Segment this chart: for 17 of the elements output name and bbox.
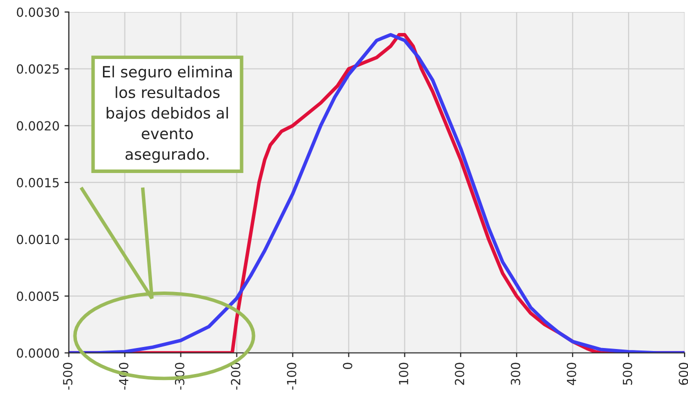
y-tick-label: 0.0030 — [16, 8, 59, 17]
x-tick-label: -500 — [62, 362, 72, 390]
x-tick-label: 500 — [622, 362, 632, 385]
y-tick-label: 0.0020 — [16, 121, 59, 131]
y-tick-label: 0.0015 — [16, 178, 59, 188]
y-tick-label: 0.0000 — [16, 348, 59, 358]
annotation: El seguro elimina los resultados bajos debidos al evento asegurado. — [102, 66, 232, 163]
x-tick-label: -100 — [286, 362, 296, 390]
x-tick-label: 100 — [398, 362, 408, 384]
x-tick-label: 600 — [678, 362, 688, 385]
x-tick-label: 400 — [566, 362, 576, 386]
y-tick-label: 0.0005 — [16, 292, 59, 301]
y-tick-label: 0.0025 — [16, 64, 59, 74]
y-tick-label: 0.0010 — [16, 234, 59, 244]
x-tick-label: 200 — [454, 362, 464, 385]
x-tick-label: 300 — [510, 362, 520, 385]
x-tick-label: 0 — [342, 362, 352, 370]
